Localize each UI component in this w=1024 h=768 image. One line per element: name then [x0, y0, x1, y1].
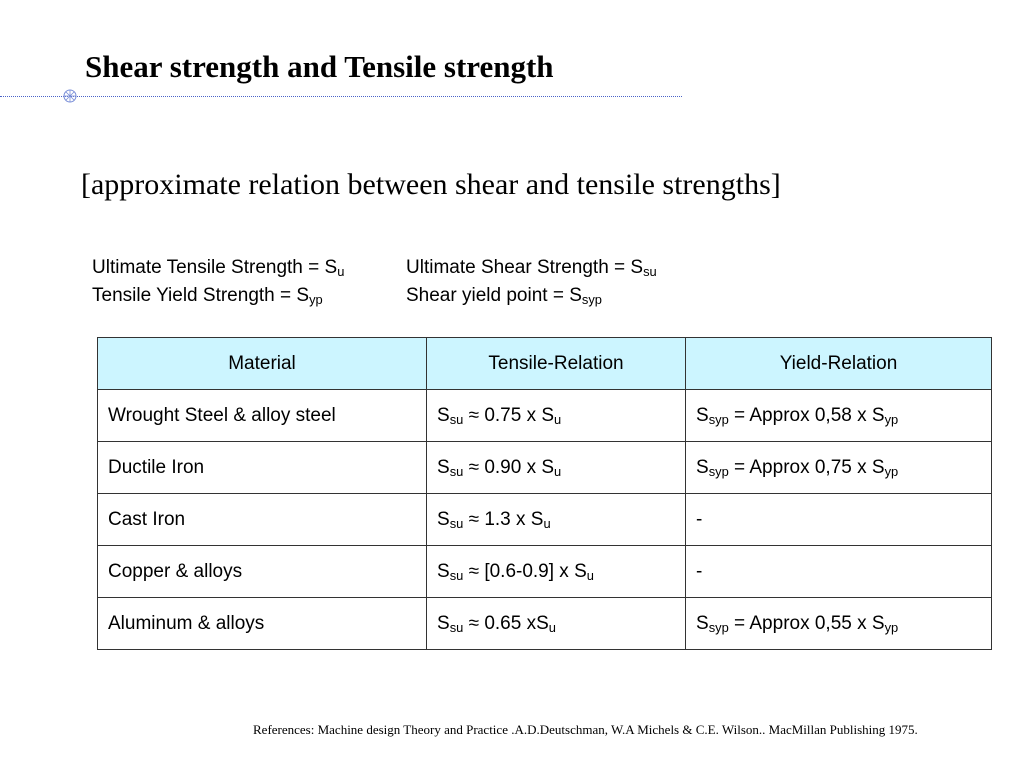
tensile-relation-cell: Ssu ≈ [0.6-0.9] x Su: [426, 545, 686, 598]
material-cell: Copper & alloys: [97, 545, 427, 598]
strength-relation-table: Material Tensile-Relation Yield-Relation…: [97, 337, 992, 650]
table-row: Cast Iron Ssu ≈ 1.3 x Su -: [97, 493, 992, 546]
material-cell: Wrought Steel & alloy steel: [97, 389, 427, 442]
reference-note: References: Machine design Theory and Pr…: [253, 722, 918, 737]
yield-relation-cell: -: [685, 545, 992, 598]
tensile-relation-cell: Ssu ≈ 0.65 xSu: [426, 597, 686, 650]
table-row: Copper & alloys Ssu ≈ [0.6-0.9] x Su -: [97, 545, 992, 598]
header-tensile-relation: Tensile-Relation: [426, 337, 686, 390]
table-header-row: Material Tensile-Relation Yield-Relation: [97, 337, 992, 390]
divider-ornament-icon: [63, 89, 77, 103]
table-row: Aluminum & alloys Ssu ≈ 0.65 xSu Ssyp = …: [97, 597, 992, 650]
yield-relation-cell: Ssyp = Approx 0,55 x Syp: [685, 597, 992, 650]
tensile-relation-cell: Ssu ≈ 0.90 x Su: [426, 441, 686, 494]
material-cell: Ductile Iron: [97, 441, 427, 494]
material-cell: Aluminum & alloys: [97, 597, 427, 650]
title-divider: [0, 96, 682, 97]
tensile-relation-cell: Ssu ≈ 0.75 x Su: [426, 389, 686, 442]
header-yield-relation: Yield-Relation: [685, 337, 992, 390]
yield-relation-cell: Ssyp = Approx 0,75 x Syp: [685, 441, 992, 494]
tensile-relation-cell: Ssu ≈ 1.3 x Su: [426, 493, 686, 546]
definition-tys: Tensile Yield Strength = Syp: [92, 285, 323, 308]
yield-relation-cell: Ssyp = Approx 0,58 x Syp: [685, 389, 992, 442]
header-material: Material: [97, 337, 427, 390]
definition-uts: Ultimate Tensile Strength = Su: [92, 257, 345, 280]
table-row: Wrought Steel & alloy steel Ssu ≈ 0.75 x…: [97, 389, 992, 442]
yield-relation-cell: -: [685, 493, 992, 546]
definition-syp: Shear yield point = Ssyp: [406, 285, 602, 308]
definition-uss: Ultimate Shear Strength = Ssu: [406, 257, 657, 280]
material-cell: Cast Iron: [97, 493, 427, 546]
slide-subtitle: [approximate relation between shear and …: [81, 168, 781, 201]
table-row: Ductile Iron Ssu ≈ 0.90 x Su Ssyp = Appr…: [97, 441, 992, 494]
slide-title: Shear strength and Tensile strength: [85, 49, 554, 84]
